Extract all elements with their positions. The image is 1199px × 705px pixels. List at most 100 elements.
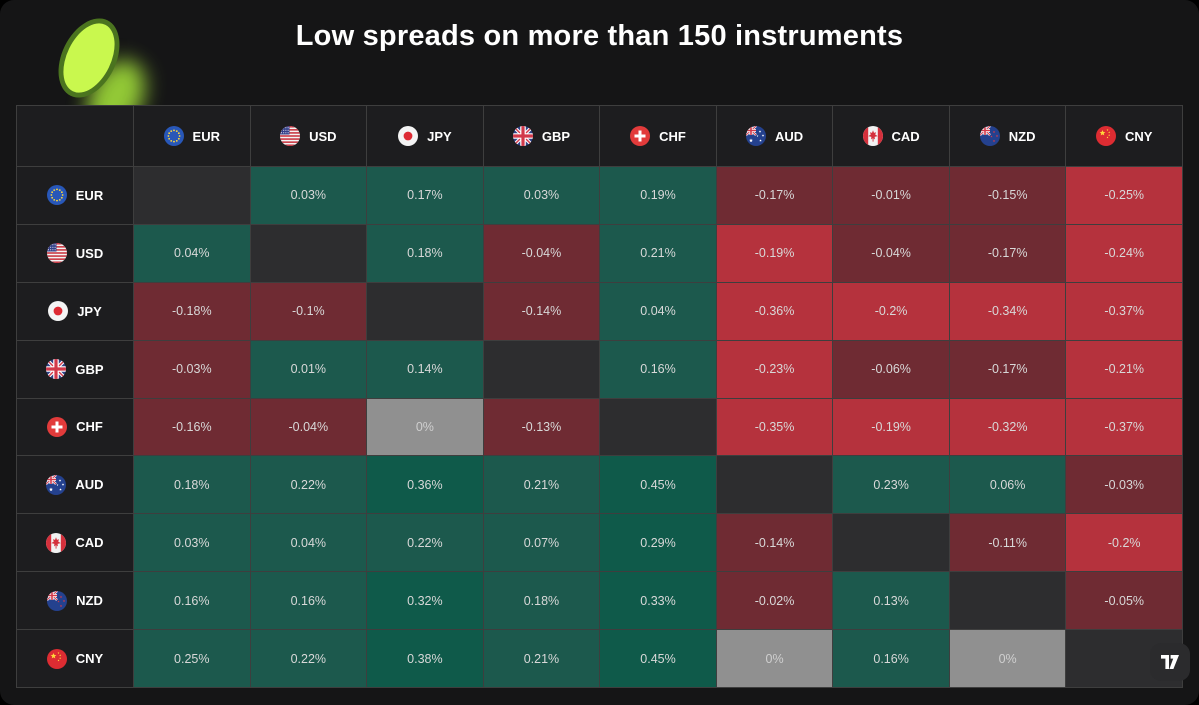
cell-cny-nzd[interactable]: 0% [949,630,1066,687]
cell-eur-cad[interactable]: -0.01% [833,167,949,224]
cell-jpy-chf[interactable]: 0.04% [600,282,716,340]
nzd-flag-icon [979,126,1000,146]
cell-value: -0.36% [754,304,795,319]
cell-gbp-cny[interactable]: -0.21% [1066,340,1182,398]
cell-cad-jpy[interactable]: 0.22% [367,514,483,572]
cell-aud-jpy[interactable]: 0.36% [367,456,483,514]
cell-jpy-cny[interactable]: -0.37% [1066,282,1182,340]
cell-gbp-aud[interactable]: -0.23% [716,340,833,398]
cell-jpy-nzd[interactable]: -0.34% [949,282,1066,340]
cell-value: 0.03% [174,535,210,550]
cell-nzd-cad[interactable]: 0.13% [833,572,949,630]
cell-value: 0.18% [523,593,560,608]
cell-cad-cny[interactable]: -0.2% [1066,514,1182,572]
cell-nzd-usd[interactable]: 0.16% [250,572,367,630]
cell-eur-chf[interactable]: 0.19% [600,167,716,224]
tradingview-icon [1161,655,1179,669]
cell-eur-jpy[interactable]: 0.17% [367,167,483,224]
cell-value: 0.04% [640,304,676,319]
cell-aud-eur[interactable]: 0.18% [134,456,250,514]
cell-gbp-cad[interactable]: -0.06% [833,340,949,398]
cell-chf-nzd[interactable]: -0.32% [949,398,1066,456]
cell-chf-aud[interactable]: -0.35% [716,398,833,456]
cell-gbp-usd[interactable]: 0.01% [250,340,367,398]
cny-flag-icon [1095,126,1116,146]
cell-usd-chf[interactable]: 0.21% [600,224,716,282]
cell-aud-cad[interactable]: 0.23% [833,456,949,514]
cell-nzd-aud[interactable]: -0.02% [716,572,833,630]
cell-value: 0.04% [174,246,210,261]
cell-cad-chf[interactable]: 0.29% [600,514,716,572]
cell-jpy-eur[interactable]: -0.18% [134,282,250,340]
cell-aud-cny[interactable]: -0.03% [1066,456,1182,514]
cell-nzd-eur[interactable]: 0.16% [134,572,250,630]
cell-usd-jpy[interactable]: 0.18% [367,224,483,282]
cell-cny-gbp[interactable]: 0.21% [483,630,600,687]
cell-aud-usd[interactable]: 0.22% [250,456,367,514]
cell-aud-chf[interactable]: 0.45% [600,456,716,514]
cell-cny-usd[interactable]: 0.22% [250,630,367,687]
cell-cad-cad [833,514,949,572]
cell-cad-aud[interactable]: -0.14% [716,514,833,572]
chf-flag-icon [630,126,651,146]
column-header-label: CNY [1124,128,1153,144]
cell-nzd-gbp[interactable]: 0.18% [483,572,600,630]
cell-chf-gbp[interactable]: -0.13% [483,398,600,456]
cell-jpy-usd[interactable]: -0.1% [250,282,367,340]
cell-cny-aud[interactable]: 0% [716,630,833,687]
tradingview-logo[interactable] [1150,643,1190,681]
cell-cny-jpy[interactable]: 0.38% [367,630,483,687]
cell-cny-cad[interactable]: 0.16% [833,630,949,687]
cell-cny-eur[interactable]: 0.25% [134,630,250,687]
cell-nzd-nzd [949,572,1066,630]
cell-nzd-chf[interactable]: 0.33% [600,572,716,630]
cell-value: -0.19% [754,246,795,261]
cell-eur-cny[interactable]: -0.25% [1066,167,1182,224]
cell-value: -0.16% [171,419,212,434]
cell-gbp-nzd[interactable]: -0.17% [949,340,1066,398]
cell-chf-usd[interactable]: -0.04% [250,398,367,456]
cell-value: -0.2% [1107,535,1141,550]
cell-chf-eur[interactable]: -0.16% [134,398,250,456]
cell-eur-nzd[interactable]: -0.15% [949,167,1066,224]
cell-cad-eur[interactable]: 0.03% [134,514,250,572]
cell-aud-nzd[interactable]: 0.06% [949,456,1066,514]
cell-eur-aud[interactable]: -0.17% [716,167,833,224]
cell-gbp-jpy[interactable]: 0.14% [367,340,483,398]
column-header-label: EUR [192,128,220,144]
row-header-eur: EUR [17,167,133,224]
row-header-label: AUD [75,477,104,493]
cell-usd-gbp[interactable]: -0.04% [483,224,600,282]
cell-usd-eur[interactable]: 0.04% [134,224,250,282]
cell-value: 0.04% [290,535,327,550]
cell-value: 0.23% [873,477,909,492]
cell-jpy-cad[interactable]: -0.2% [833,282,949,340]
cell-nzd-cny[interactable]: -0.05% [1066,572,1182,630]
cell-eur-usd[interactable]: 0.03% [250,167,367,224]
cell-cad-gbp[interactable]: 0.07% [483,514,600,572]
column-header-chf: CHF [600,106,716,166]
cell-value: 0.16% [174,593,210,608]
broker-logo [40,0,260,144]
cell-chf-jpy[interactable]: 0% [367,398,483,456]
cell-usd-cny[interactable]: -0.24% [1066,224,1182,282]
cell-jpy-aud[interactable]: -0.36% [716,282,833,340]
cell-nzd-jpy[interactable]: 0.32% [367,572,483,630]
cell-cad-nzd[interactable]: -0.11% [949,514,1066,572]
cell-aud-gbp[interactable]: 0.21% [483,456,600,514]
cell-cny-chf[interactable]: 0.45% [600,630,716,687]
cell-gbp-eur[interactable]: -0.03% [134,340,250,398]
cell-value: 0.18% [407,246,443,261]
cell-chf-cad[interactable]: -0.19% [833,398,949,456]
cell-chf-cny[interactable]: -0.37% [1066,398,1182,456]
row-header-label: CHF [76,419,103,435]
cell-cad-usd[interactable]: 0.04% [250,514,367,572]
cell-usd-aud[interactable]: -0.19% [716,224,833,282]
cell-value: 0.21% [523,651,560,666]
cell-gbp-chf[interactable]: 0.16% [600,340,716,398]
cell-jpy-gbp[interactable]: -0.14% [483,282,600,340]
cell-eur-gbp[interactable]: 0.03% [483,167,600,224]
cell-usd-cad[interactable]: -0.04% [833,224,949,282]
cell-usd-nzd[interactable]: -0.17% [949,224,1066,282]
cell-value: -0.06% [871,362,911,377]
